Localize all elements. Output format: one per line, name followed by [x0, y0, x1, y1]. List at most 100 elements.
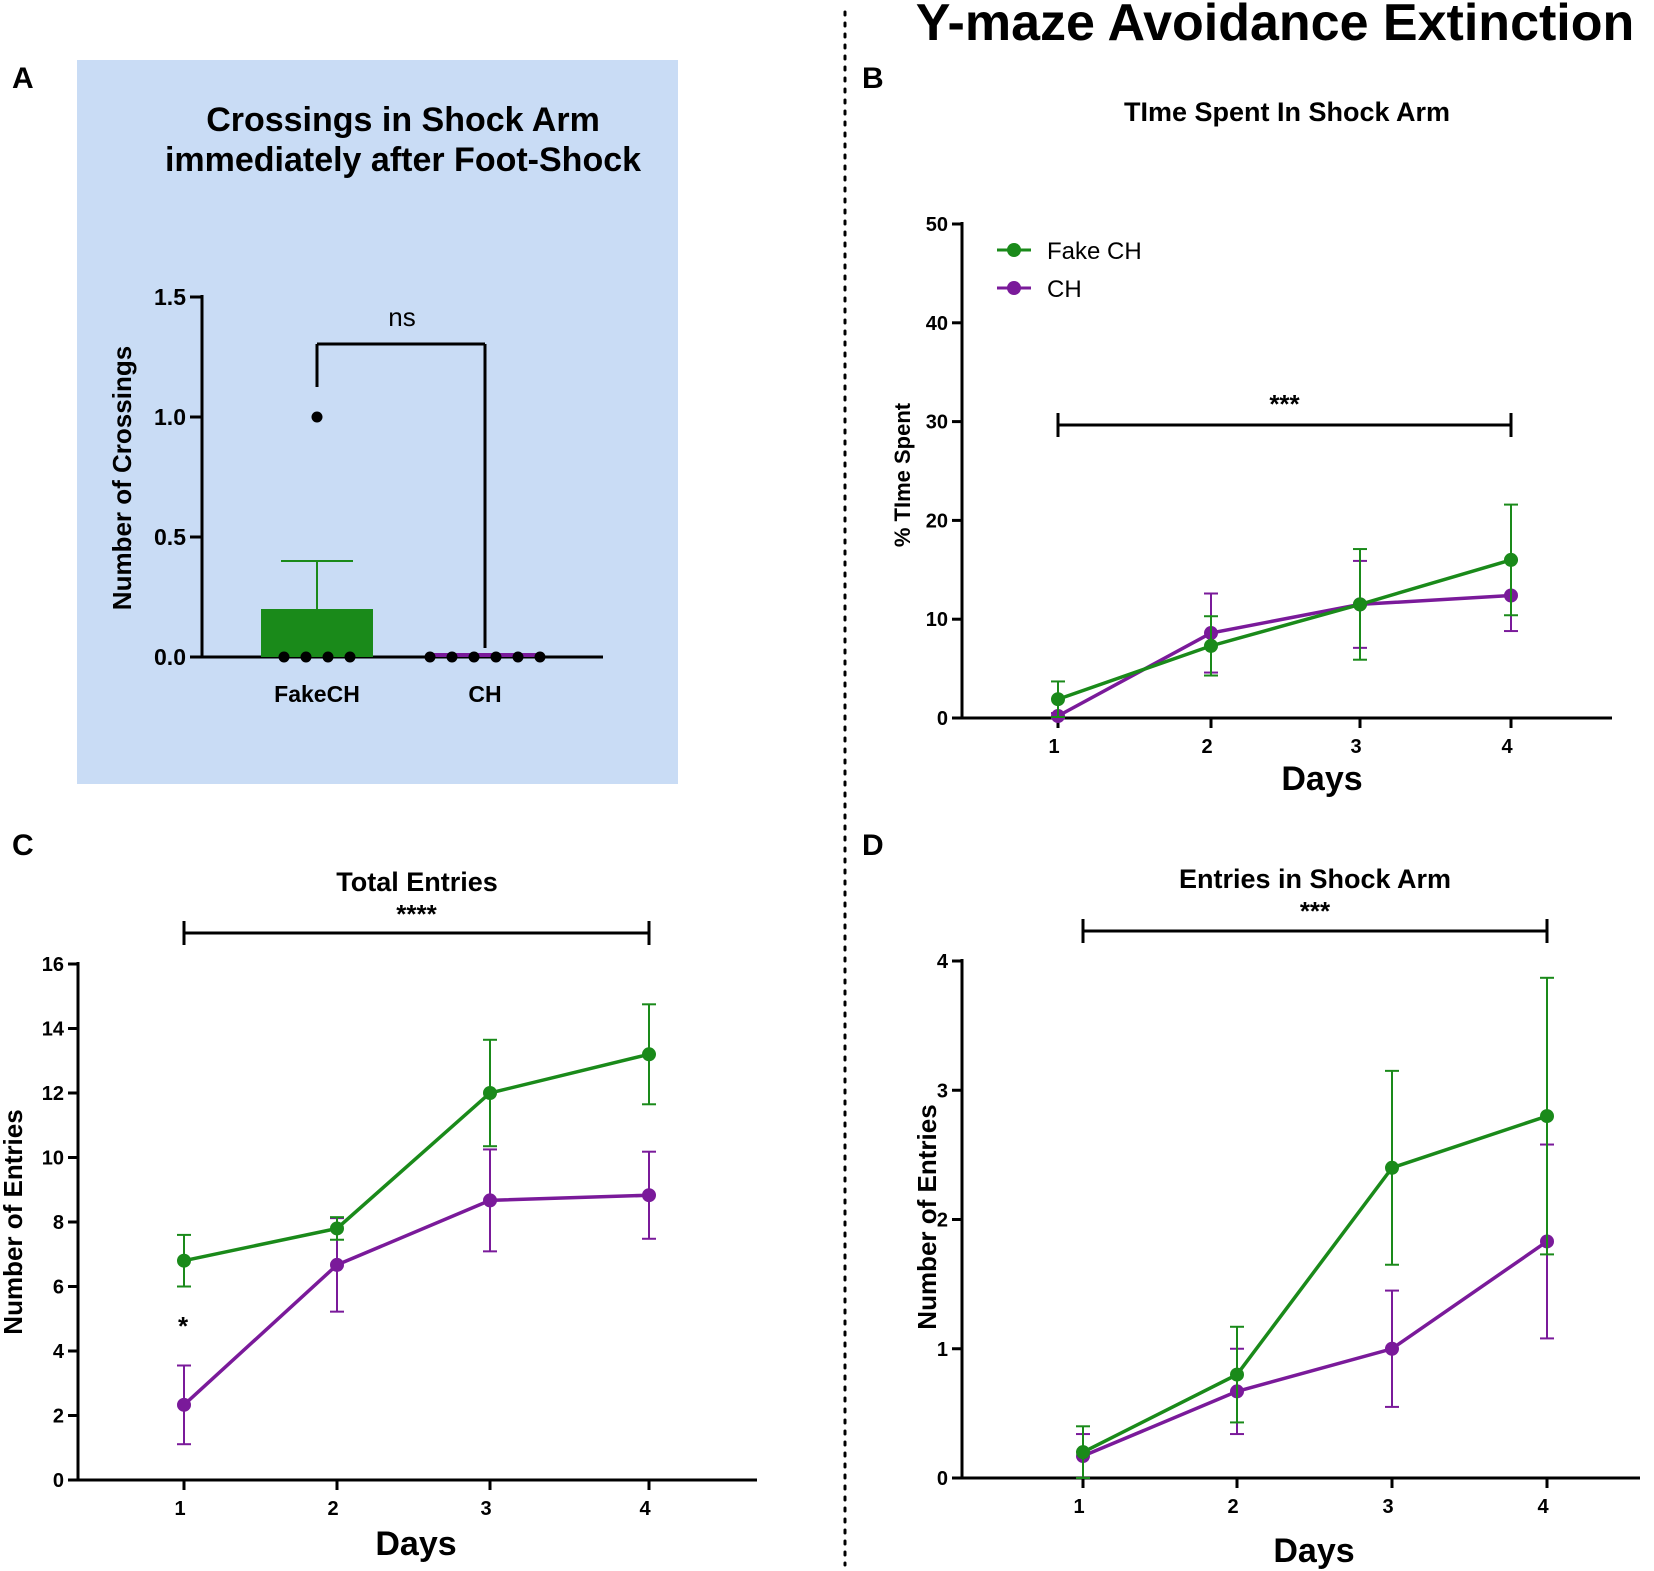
panel-a-background — [77, 60, 678, 784]
data-point-fake_ch — [1504, 552, 1518, 567]
x-tick-label: 2 — [1227, 1496, 1238, 1518]
legend-marker-fake_ch — [1007, 243, 1021, 257]
panel-letter-a: A — [12, 62, 34, 95]
individual-point — [534, 651, 546, 663]
individual-point — [468, 651, 480, 663]
panel-letter-b: B — [862, 62, 884, 95]
legend-label-ch: CH — [1047, 276, 1082, 303]
panel-title: TIme Spent In Shock Arm — [1124, 97, 1450, 127]
point-significance-label: * — [178, 1311, 189, 1341]
y-axis-label: % TIme Spent — [890, 402, 915, 547]
data-point-fake_ch — [1353, 597, 1367, 612]
x-tick-label: 4 — [1537, 1496, 1549, 1518]
y-tick-label: 2 — [53, 1406, 64, 1428]
individual-point — [278, 651, 290, 663]
y-axis-label: Number of Entries — [0, 1109, 28, 1334]
y-tick-label: 10 — [926, 609, 948, 631]
x-tick-label: 4 — [639, 1498, 651, 1520]
bar-ch — [429, 653, 541, 657]
bar-fakech — [261, 609, 373, 657]
y-tick-label: 0 — [937, 1468, 948, 1490]
individual-point — [322, 651, 334, 663]
x-axis-label: Days — [1273, 1532, 1354, 1570]
y-axis-label: Number of Entries — [912, 1104, 942, 1329]
series-line-fake_ch — [1057, 558, 1512, 701]
series-line-fake_ch — [1082, 1114, 1548, 1454]
panel-letter-d: D — [862, 829, 884, 862]
panel-d-chart: 0 1 2 3 4 1 2 3 4 Days Number of Entries Entries in… — [912, 864, 1640, 1570]
panel-title-line-2: immediately after Foot-Shock — [165, 141, 641, 179]
panel-title-line-1: Crossings in Shock Arm — [206, 101, 600, 139]
y-tick-label: 4 — [937, 951, 949, 973]
significance-label: *** — [1269, 389, 1300, 419]
figure-title: Y-maze Avoidance Extinction — [916, 0, 1635, 52]
significance-label: ns — [388, 302, 415, 332]
y-tick-label: 12 — [42, 1083, 64, 1105]
individual-point — [311, 411, 323, 423]
y-tick-label: 3 — [937, 1080, 948, 1102]
y-tick-label: 1.0 — [154, 404, 186, 430]
legend-marker-ch — [1007, 281, 1021, 295]
x-tick-label: 1 — [174, 1498, 185, 1520]
x-tick-label: 3 — [1382, 1496, 1393, 1518]
x-axis-label: Days — [1281, 760, 1362, 798]
series-line-fake_ch — [183, 1052, 650, 1263]
data-point-fake_ch — [642, 1047, 656, 1062]
data-point-fake_ch — [483, 1086, 497, 1100]
individual-point — [424, 651, 436, 663]
y-tick-label: 6 — [53, 1277, 64, 1299]
individual-point — [490, 651, 502, 663]
y-tick-label: 2 — [937, 1210, 948, 1232]
y-tick-label: 1 — [937, 1339, 948, 1361]
y-tick-label: 16 — [42, 954, 64, 976]
y-tick-label: 0.0 — [154, 644, 186, 670]
individual-point — [446, 651, 458, 663]
y-tick-label: 10 — [42, 1148, 64, 1170]
data-point-ch — [330, 1257, 344, 1272]
significance-label: *** — [1300, 896, 1331, 926]
y-tick-label: 0 — [937, 708, 948, 730]
y-tick-label: 0 — [53, 1470, 64, 1492]
x-tick-label: 2 — [1201, 736, 1212, 758]
data-point-fake_ch — [1230, 1367, 1244, 1382]
y-tick-label: 20 — [926, 510, 948, 532]
series-line-ch — [1057, 593, 1512, 718]
x-tick-label: 3 — [480, 1498, 491, 1520]
data-point-ch — [642, 1188, 656, 1203]
data-point-ch — [1385, 1341, 1399, 1356]
x-tick-label: 4 — [1501, 736, 1513, 758]
individual-point — [512, 651, 524, 663]
y-tick-label: 50 — [926, 214, 948, 236]
individual-point — [300, 651, 312, 663]
legend-label-fake_ch: Fake CH — [1047, 238, 1142, 265]
y-tick-label: 30 — [926, 412, 948, 434]
data-point-ch — [177, 1397, 191, 1412]
panel-b-chart: 0 10 20 30 40 50 1 2 3 4 Days % TIme Spent TIme Spen… — [890, 97, 1612, 798]
y-tick-label: 40 — [926, 313, 948, 335]
data-point-fake_ch — [1204, 638, 1218, 653]
series-line-ch — [1082, 1240, 1548, 1458]
panel-title: Total Entries — [336, 867, 498, 897]
y-tick-label: 8 — [53, 1212, 64, 1234]
significance-label: **** — [396, 899, 437, 929]
data-point-fake_ch — [1051, 692, 1065, 707]
data-point-ch — [483, 1193, 497, 1208]
data-point-fake_ch — [1076, 1445, 1090, 1460]
individual-point — [344, 651, 356, 663]
data-point-fake_ch — [177, 1253, 191, 1268]
x-tick-label: 1 — [1048, 736, 1059, 758]
x-tick-label: 3 — [1350, 736, 1361, 758]
y-tick-label: 0.5 — [154, 524, 186, 550]
panel-title: Entries in Shock Arm — [1179, 864, 1451, 894]
data-point-fake_ch — [330, 1221, 344, 1236]
panel-letter-c: C — [12, 829, 34, 862]
x-tick-label: 2 — [327, 1498, 338, 1520]
y-tick-label: 4 — [53, 1341, 65, 1363]
x-axis-label: Days — [375, 1525, 456, 1563]
series-line-ch — [182, 1193, 650, 1407]
y-tick-label: 14 — [42, 1019, 65, 1041]
y-axis-label: Number of Crossings — [107, 346, 137, 610]
x-tick-label: CH — [468, 681, 501, 707]
